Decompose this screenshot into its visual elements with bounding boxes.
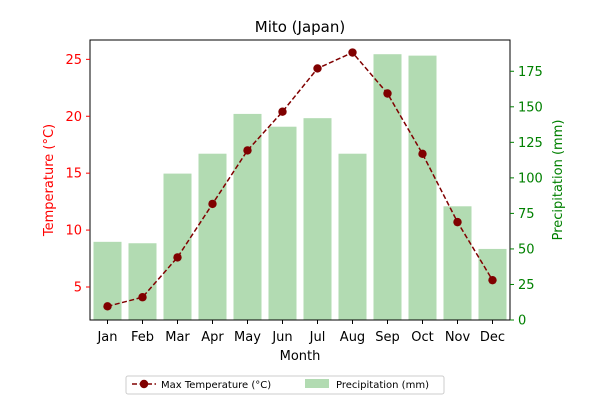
x-tick-label: Jul xyxy=(309,330,326,345)
temperature-point xyxy=(383,89,392,98)
precipitation-bar xyxy=(233,113,262,320)
precipitation-bar xyxy=(198,153,227,320)
precipitation-bar xyxy=(128,243,157,320)
precipitation-bar xyxy=(303,118,332,320)
x-axis: Jan Feb Mar Apr May Jun Jul Aug Sep Oct Nov Dec xyxy=(96,320,505,345)
precipitation-bar xyxy=(163,173,192,320)
left-y-axis: 5 10 15 20 25 xyxy=(65,53,90,295)
temperature-point xyxy=(103,302,112,311)
temperature-series-line xyxy=(107,51,494,308)
x-tick-label: Jun xyxy=(271,330,292,345)
temperature-point xyxy=(488,275,497,285)
temperature-point xyxy=(278,107,287,116)
precipitation-bar xyxy=(478,248,507,320)
right-axis-label: Precipitation (mm) xyxy=(551,120,566,241)
right-y-tick-label: 150 xyxy=(518,100,543,115)
left-y-tick-label: 10 xyxy=(65,224,82,239)
precipitation-bars xyxy=(93,54,507,321)
right-y-tick-label: 175 xyxy=(518,65,543,80)
plot-frame xyxy=(89,39,511,321)
temperature-point xyxy=(418,149,427,159)
chart-title: Mito (Japan) xyxy=(255,18,345,36)
right-y-tick-label: 125 xyxy=(518,136,543,151)
x-tick-label: Feb xyxy=(131,330,154,345)
legend-frame xyxy=(125,375,445,395)
precipitation-bar xyxy=(268,126,297,321)
x-tick-label: Apr xyxy=(201,330,224,345)
right-y-tick-label: 50 xyxy=(518,242,535,257)
right-y-tick-label: 0 xyxy=(518,314,526,329)
legend-marker-swatch xyxy=(139,379,149,389)
left-y-tick-label: 15 xyxy=(65,167,82,182)
temperature-point xyxy=(243,146,252,155)
temperature-point xyxy=(208,199,217,209)
left-axis-label: Temperature (°C) xyxy=(42,124,57,237)
precipitation-bar xyxy=(373,54,402,321)
legend-bar-swatch xyxy=(305,379,329,388)
temperature-point xyxy=(453,217,462,227)
right-y-tick-label: 75 xyxy=(518,207,535,222)
right-y-tick-label: 100 xyxy=(518,171,543,186)
left-y-tick-label: 25 xyxy=(65,53,82,68)
legend: Max Temperature (°C) Precipitation (mm) xyxy=(125,375,445,395)
legend-label-temperature: Max Temperature (°C) xyxy=(161,380,271,391)
right-y-tick-label: 25 xyxy=(518,278,535,293)
x-tick-label: Jan xyxy=(96,330,117,345)
x-tick-label: Aug xyxy=(340,330,365,345)
right-y-axis: 0 25 50 75 100 125 150 175 xyxy=(510,65,543,329)
temperature-point xyxy=(173,253,182,262)
precipitation-bar xyxy=(338,153,367,320)
temperature-point xyxy=(138,293,147,302)
x-tick-label: Dec xyxy=(480,330,505,345)
left-y-tick-label: 5 xyxy=(74,280,82,295)
left-y-tick-label: 20 xyxy=(65,110,82,125)
legend-label-precipitation: Precipitation (mm) xyxy=(336,380,429,391)
x-tick-label: Mar xyxy=(165,330,190,345)
x-tick-label: Sep xyxy=(375,330,400,345)
precipitation-bar xyxy=(408,55,437,320)
temperature-point xyxy=(348,48,357,57)
x-axis-label: Month xyxy=(280,349,321,364)
x-tick-label: Nov xyxy=(445,330,471,345)
x-tick-label: Oct xyxy=(411,330,433,345)
x-tick-label: May xyxy=(234,330,261,345)
temperature-line xyxy=(103,48,497,311)
temperature-point xyxy=(313,64,322,73)
